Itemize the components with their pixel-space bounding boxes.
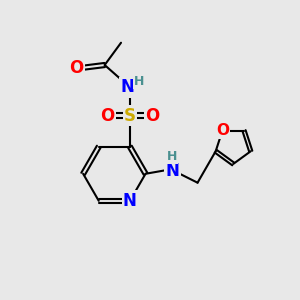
Text: N: N bbox=[123, 192, 137, 210]
Text: N: N bbox=[165, 162, 179, 180]
Text: H: H bbox=[134, 75, 145, 88]
Text: O: O bbox=[69, 59, 84, 77]
Text: O: O bbox=[100, 106, 115, 124]
Text: H: H bbox=[167, 150, 178, 163]
Text: O: O bbox=[145, 106, 159, 124]
Text: N: N bbox=[120, 78, 134, 96]
Text: S: S bbox=[124, 106, 136, 124]
Text: O: O bbox=[216, 123, 229, 138]
